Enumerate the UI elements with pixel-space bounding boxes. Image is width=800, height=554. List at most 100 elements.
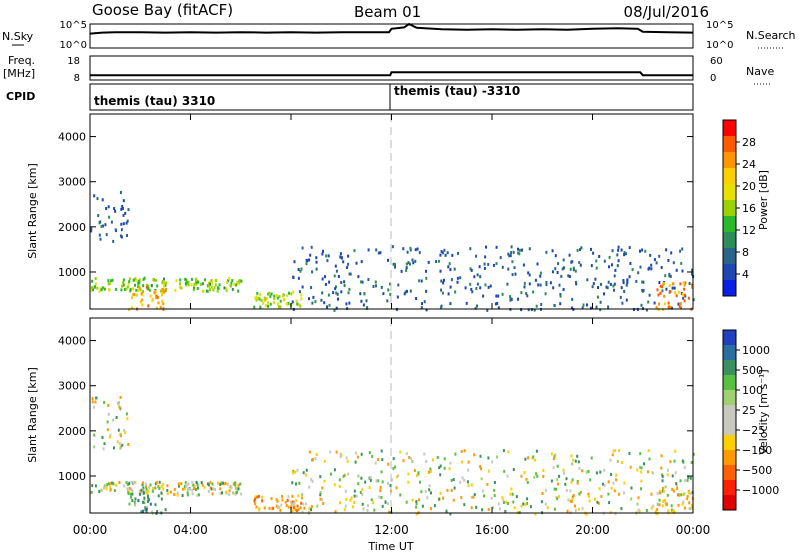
data-cell xyxy=(279,305,282,309)
data-cell xyxy=(319,475,322,479)
data-cell xyxy=(128,308,131,312)
data-cell xyxy=(109,488,112,492)
data-cell xyxy=(451,253,454,257)
data-cell xyxy=(599,470,602,474)
data-cell xyxy=(142,500,144,504)
data-cell xyxy=(267,304,269,308)
data-cell xyxy=(99,220,102,224)
data-cell xyxy=(681,247,684,251)
data-cell xyxy=(614,268,617,272)
data-cell xyxy=(412,261,415,265)
data-cell xyxy=(211,492,214,496)
data-cell xyxy=(428,484,431,488)
data-cell xyxy=(297,268,300,271)
colorbar-tick-label: 100 xyxy=(742,384,763,397)
data-cell xyxy=(562,258,565,262)
data-cell xyxy=(98,489,101,493)
data-cell xyxy=(645,509,648,512)
data-cell xyxy=(568,275,571,278)
data-cell xyxy=(350,496,353,500)
data-cell xyxy=(410,457,412,461)
data-cell xyxy=(629,262,632,265)
data-cell xyxy=(204,278,207,282)
data-cell xyxy=(420,306,423,310)
data-cell xyxy=(382,292,385,296)
data-cell xyxy=(186,491,189,495)
data-cell xyxy=(354,460,357,464)
data-cell xyxy=(427,470,430,474)
data-cell xyxy=(647,449,650,453)
data-cell xyxy=(375,284,377,288)
data-cell xyxy=(287,505,290,509)
data-cell xyxy=(683,283,686,287)
freq-left-tick-bottom: 8 xyxy=(74,73,80,84)
data-cell xyxy=(345,302,348,306)
colorbar-swatch xyxy=(723,168,736,185)
data-cell xyxy=(297,303,300,307)
data-cell xyxy=(377,479,380,483)
data-cell xyxy=(522,502,525,506)
data-cell xyxy=(687,475,690,479)
data-cell xyxy=(227,279,229,283)
data-cell xyxy=(215,278,218,282)
data-cell xyxy=(325,254,328,258)
data-cell xyxy=(447,292,450,296)
data-cell xyxy=(449,461,452,465)
data-cell xyxy=(484,255,487,259)
data-cell xyxy=(623,253,626,257)
data-cell xyxy=(201,282,204,286)
data-cell xyxy=(220,481,223,485)
data-cell xyxy=(579,490,582,494)
data-cell xyxy=(607,480,610,484)
data-cell xyxy=(163,277,165,281)
data-cell xyxy=(611,263,613,267)
data-cell xyxy=(639,265,642,269)
data-cell xyxy=(691,268,694,272)
data-cell xyxy=(300,297,303,301)
data-cell xyxy=(599,308,602,312)
data-cell xyxy=(472,495,475,499)
data-cell xyxy=(161,280,164,283)
data-cell xyxy=(125,412,128,416)
data-cell xyxy=(127,208,130,212)
data-cell xyxy=(447,265,450,269)
data-cell xyxy=(347,291,350,295)
data-cell xyxy=(122,278,125,282)
data-cell xyxy=(231,287,234,291)
data-cell xyxy=(457,251,459,255)
data-cell xyxy=(124,431,127,435)
data-cell xyxy=(581,306,584,310)
data-cell xyxy=(487,508,490,511)
data-cell xyxy=(196,483,199,487)
data-cell xyxy=(311,270,314,274)
data-cell xyxy=(279,299,282,303)
data-cell xyxy=(126,482,129,486)
data-cell xyxy=(191,492,194,496)
data-cell xyxy=(343,280,346,284)
data-cell xyxy=(479,465,482,469)
data-cell xyxy=(329,450,332,454)
data-cell xyxy=(209,288,211,292)
data-cell xyxy=(682,281,685,285)
colorbar-swatch xyxy=(723,375,736,391)
data-cell xyxy=(144,506,147,510)
data-cell xyxy=(159,305,162,309)
data-cell xyxy=(577,507,580,511)
data-cell xyxy=(199,282,202,286)
data-cell xyxy=(613,489,616,493)
data-cell xyxy=(287,301,290,305)
data-cell xyxy=(286,498,289,502)
data-cell xyxy=(270,292,273,296)
data-cell xyxy=(155,296,158,300)
data-cell xyxy=(499,256,502,260)
data-cell xyxy=(210,285,213,289)
data-cell xyxy=(323,301,326,305)
colorbar-swatch xyxy=(723,200,736,217)
data-cell xyxy=(335,285,337,289)
data-cell xyxy=(546,506,549,510)
data-cell xyxy=(133,500,136,504)
freq-right-tick-top: 60 xyxy=(710,56,723,67)
data-cell xyxy=(352,505,354,509)
data-cell xyxy=(179,278,182,282)
data-cell xyxy=(540,500,543,504)
